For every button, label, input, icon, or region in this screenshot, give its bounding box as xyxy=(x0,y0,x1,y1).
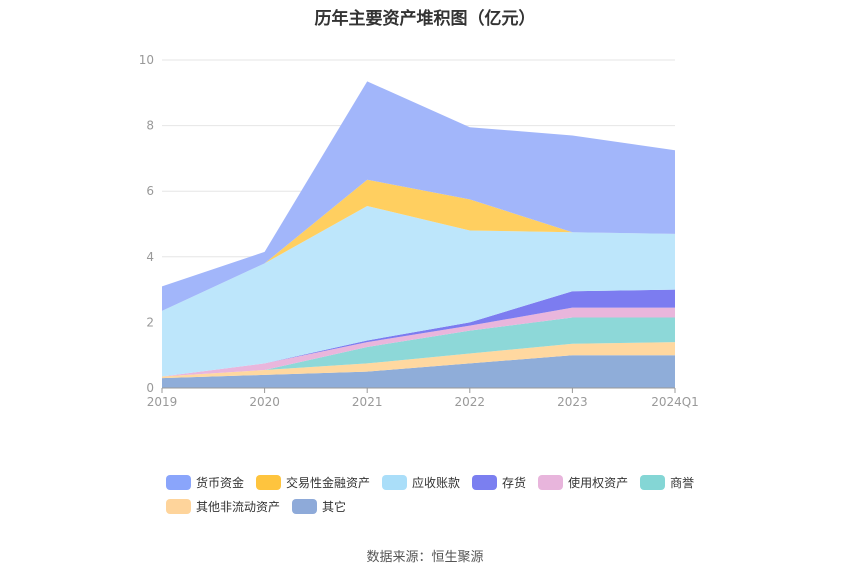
legend-item[interactable]: 应收账款 xyxy=(382,474,460,490)
y-tick-label: 2 xyxy=(146,315,154,329)
legend-swatch xyxy=(382,474,408,490)
legend-swatch xyxy=(166,498,191,514)
legend-label: 存货 xyxy=(502,475,527,490)
y-tick-label: 4 xyxy=(146,250,154,264)
legend-label: 使用权资产 xyxy=(568,475,629,490)
area-series xyxy=(162,342,675,379)
y-tick-label: 8 xyxy=(146,119,154,133)
legend-label: 应收账款 xyxy=(412,475,461,490)
area-series xyxy=(162,289,675,377)
x-tick-label: 2024Q1 xyxy=(651,395,699,409)
legend-swatch xyxy=(538,474,564,490)
legend-swatch xyxy=(166,474,191,490)
legend-label: 货币资金 xyxy=(196,475,245,490)
x-tick-label: 2022 xyxy=(455,395,486,409)
legend-item[interactable]: 存货 xyxy=(472,474,526,490)
y-tick-label: 6 xyxy=(146,184,154,198)
area-series xyxy=(162,317,675,377)
legend-swatch xyxy=(256,474,282,490)
legend-item[interactable]: 交易性金融资产 xyxy=(256,474,370,490)
chart-title: 历年主要资产堆积图（亿元） xyxy=(314,9,536,29)
data-source: 数据来源：恒生聚源 xyxy=(366,550,484,565)
legend-label: 其它 xyxy=(322,499,347,514)
area-series xyxy=(162,179,675,311)
area-series xyxy=(162,307,675,377)
x-tick-label: 2020 xyxy=(249,395,280,409)
legend-swatch xyxy=(472,474,498,490)
legend-item[interactable]: 其他非流动资产 xyxy=(166,498,280,514)
area-series xyxy=(162,355,675,388)
area-series xyxy=(162,81,675,311)
legend-item[interactable]: 商誉 xyxy=(640,474,694,490)
legend-label: 商誉 xyxy=(670,475,695,490)
legend-swatch xyxy=(292,498,318,514)
x-tick-label: 2019 xyxy=(147,395,178,409)
x-tick-label: 2023 xyxy=(557,395,588,409)
legend-label: 其他非流动资产 xyxy=(196,499,281,514)
y-tick-label: 10 xyxy=(139,53,154,67)
legend-item[interactable]: 使用权资产 xyxy=(538,474,628,490)
legend-item[interactable]: 其它 xyxy=(292,498,346,514)
legend-swatch xyxy=(640,474,666,490)
legend-label: 交易性金融资产 xyxy=(286,475,371,490)
area-series xyxy=(162,205,675,377)
chart-legend: 货币资金 交易性金融资产 应收账款 存货 使用权资产 商誉其他非流动资产 其它 xyxy=(166,474,726,514)
legend-item[interactable]: 货币资金 xyxy=(166,474,244,490)
y-tick-label: 0 xyxy=(146,381,154,395)
x-tick-label: 2021 xyxy=(352,395,383,409)
